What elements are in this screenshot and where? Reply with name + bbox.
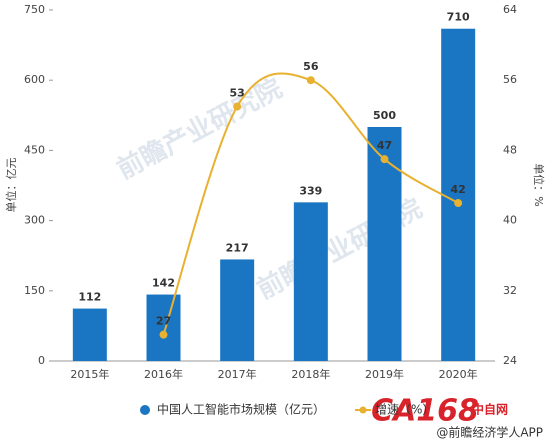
legend-swatch bbox=[359, 406, 367, 414]
bar bbox=[72, 308, 107, 361]
y2-tick-label: 32 bbox=[503, 284, 517, 297]
y2-tick-label: 56 bbox=[503, 73, 517, 86]
line bbox=[162, 72, 459, 335]
footer: @前瞻经济学人APP bbox=[436, 425, 543, 440]
logo-sub: 中自网 bbox=[472, 402, 508, 417]
y-tick-label: 300 bbox=[24, 214, 45, 227]
y2-tick-label: 64 bbox=[503, 3, 517, 16]
legend-label: 中国人工智能市场规模（亿元） bbox=[157, 402, 325, 417]
bar-value-label: 142 bbox=[152, 277, 175, 290]
x-tick-label: 2017年 bbox=[218, 367, 257, 381]
bar bbox=[146, 294, 181, 361]
y-tick-label: 0 bbox=[38, 354, 45, 367]
logo: CA168 bbox=[371, 394, 479, 429]
y-tick-label: 450 bbox=[24, 143, 45, 156]
bar-value-label: 500 bbox=[373, 109, 396, 122]
bar bbox=[441, 28, 476, 361]
bar bbox=[220, 259, 255, 361]
y2-tick-label: 40 bbox=[503, 214, 517, 227]
y-tick-label: 750 bbox=[24, 3, 45, 16]
line-value-label: 47 bbox=[377, 139, 392, 152]
watermark: 前瞻产业研究院 bbox=[112, 73, 287, 186]
line-point bbox=[159, 330, 168, 339]
line-point bbox=[454, 199, 463, 208]
line-value-label: 53 bbox=[230, 87, 245, 100]
legend-swatch bbox=[140, 405, 150, 415]
legend-label: 增速（%） bbox=[375, 403, 434, 417]
bar-value-label: 217 bbox=[226, 241, 249, 254]
line-point bbox=[380, 155, 389, 164]
y2-axis-label: 单位：% bbox=[532, 163, 546, 206]
line-value-label: 27 bbox=[156, 315, 171, 328]
x-tick-label: 2020年 bbox=[439, 367, 478, 381]
y2-tick-label: 48 bbox=[503, 143, 517, 156]
x-tick-label: 2019年 bbox=[365, 367, 404, 381]
y2-tick-label: 24 bbox=[503, 354, 517, 367]
y-axis-label: 单位：亿元 bbox=[4, 158, 18, 213]
bar-value-label: 710 bbox=[447, 11, 470, 24]
line-point bbox=[306, 76, 315, 85]
x-tick-label: 2015年 bbox=[70, 367, 109, 381]
x-tick-label: 2016年 bbox=[144, 367, 183, 381]
bar bbox=[367, 127, 402, 361]
line-point bbox=[233, 102, 242, 111]
y-tick-label: 600 bbox=[24, 73, 45, 86]
bar-value-label: 112 bbox=[78, 291, 101, 304]
y-tick-label: 150 bbox=[24, 284, 45, 297]
x-tick-label: 2018年 bbox=[291, 367, 330, 381]
bar bbox=[293, 202, 328, 361]
line-value-label: 56 bbox=[303, 60, 319, 73]
line-value-label: 42 bbox=[451, 183, 466, 196]
bar-value-label: 339 bbox=[299, 184, 322, 197]
